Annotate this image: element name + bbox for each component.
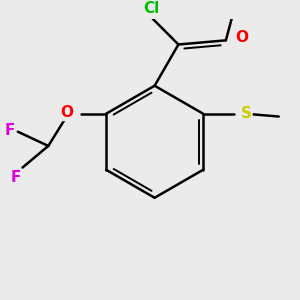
Text: F: F	[11, 170, 21, 185]
Text: Cl: Cl	[143, 1, 159, 16]
Text: O: O	[236, 30, 249, 45]
Text: S: S	[241, 106, 252, 121]
Text: O: O	[60, 105, 73, 120]
Text: F: F	[4, 123, 15, 138]
